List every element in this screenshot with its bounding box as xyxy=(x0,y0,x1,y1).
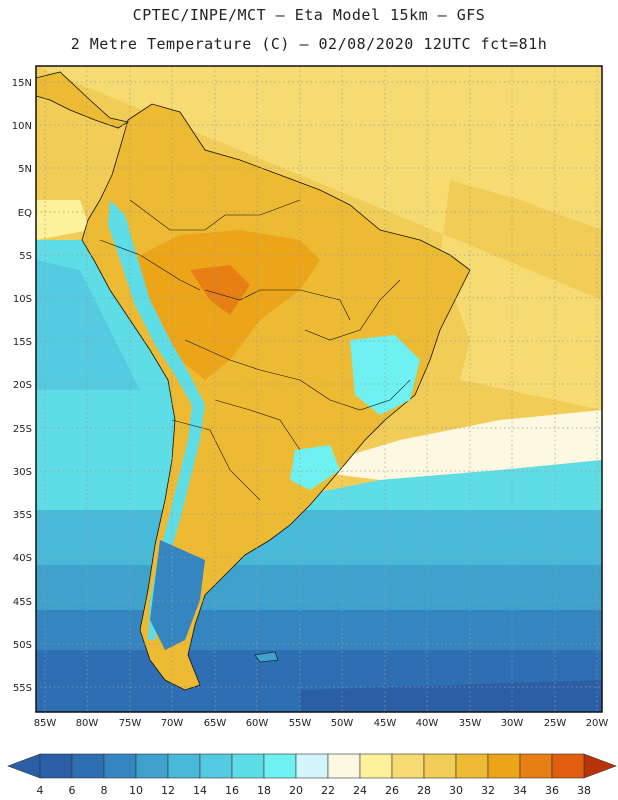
lon-label: 55W xyxy=(289,718,312,729)
lon-label: 45W xyxy=(374,718,397,729)
patagonia-cold xyxy=(150,540,205,650)
colorbar-swatch xyxy=(455,753,489,779)
lat-label: 10N xyxy=(12,121,32,132)
ocean-band-polar-coldest xyxy=(300,680,602,712)
lon-label: 30W xyxy=(501,718,524,729)
lat-label: 30S xyxy=(13,467,32,478)
colorbar-label: 36 xyxy=(545,784,559,797)
colorbar-swatch xyxy=(551,753,585,779)
lat-label: 15S xyxy=(13,337,32,348)
latitude-axis: 15N 10N 5N EQ 5S 10S 15S 20S 25S 30S 35S… xyxy=(12,78,32,694)
colorbar-label: 32 xyxy=(481,784,495,797)
colorbar-swatch xyxy=(135,753,169,779)
colorbar-swatch xyxy=(487,753,521,779)
lat-label: 45S xyxy=(13,597,32,608)
lon-label: 35W xyxy=(459,718,482,729)
chart-subtitle: 2 Metre Temperature (C) – 02/08/2020 12U… xyxy=(70,35,548,53)
lon-label: 75W xyxy=(119,718,142,729)
colorbar-labels: 4 6 8 10 12 14 16 18 20 22 24 26 28 30 3… xyxy=(37,784,592,797)
lon-label: 85W xyxy=(34,718,57,729)
colorbar-swatch xyxy=(199,753,233,779)
lat-label: 40S xyxy=(13,553,32,564)
colorbar-swatch xyxy=(263,753,297,779)
colorbar-label: 24 xyxy=(353,784,367,797)
colorbar-swatch xyxy=(39,753,73,779)
lat-label: 5S xyxy=(19,251,32,262)
colorbar-label: 20 xyxy=(289,784,303,797)
andes-cold-spine xyxy=(108,200,205,640)
colorbar-under-arrow xyxy=(7,753,41,779)
country-borders xyxy=(99,199,411,501)
colorbar-label: 34 xyxy=(513,784,527,797)
lat-label: 35S xyxy=(13,510,32,521)
colorbar xyxy=(7,753,617,779)
map-field xyxy=(36,66,602,712)
colorbar-label: 28 xyxy=(417,784,431,797)
ocean-band-warm-pacific xyxy=(36,200,90,240)
lat-label: 10S xyxy=(13,294,32,305)
colorbar-label: 14 xyxy=(193,784,207,797)
colorbar-swatch xyxy=(231,753,265,779)
longitude-axis: 85W 80W 75W 70W 65W 60W 55W 50W 45W 40W … xyxy=(34,718,609,729)
lon-label: 60W xyxy=(246,718,269,729)
lon-label: 25W xyxy=(544,718,567,729)
colorbar-swatch xyxy=(391,753,425,779)
lat-label: 25S xyxy=(13,424,32,435)
colorbar-swatch xyxy=(167,753,201,779)
colorbar-label: 30 xyxy=(449,784,463,797)
colorbar-swatch xyxy=(295,753,329,779)
lat-label: 5N xyxy=(18,164,32,175)
colorbar-label: 8 xyxy=(101,784,108,797)
lat-label: 15N xyxy=(12,78,32,89)
falklands xyxy=(254,651,279,663)
lat-label: 20S xyxy=(13,380,32,391)
lat-label: 50S xyxy=(13,640,32,651)
colorbar-swatch xyxy=(423,753,457,779)
colorbar-swatch xyxy=(519,753,553,779)
colorbar-label: 4 xyxy=(37,784,44,797)
lon-label: 65W xyxy=(204,718,227,729)
ocean-band-warm xyxy=(36,66,602,410)
colorbar-label: 16 xyxy=(225,784,239,797)
colorbar-swatch xyxy=(71,753,105,779)
ocean-band-pacific-mid xyxy=(36,260,140,390)
colorbar-swatch xyxy=(327,753,361,779)
colorbar-label: 38 xyxy=(577,784,591,797)
ocean-band-atlantic-mild xyxy=(300,410,602,480)
colorbar-label: 6 xyxy=(69,784,76,797)
lon-label: 80W xyxy=(76,718,99,729)
lon-label: 50W xyxy=(331,718,354,729)
lat-label: EQ xyxy=(18,208,32,219)
hottest-region xyxy=(190,265,250,315)
brazil-highlands-cool xyxy=(350,335,420,415)
map-frame xyxy=(35,65,603,713)
southern-brazil-cool xyxy=(290,445,340,490)
colorbar-label: 22 xyxy=(321,784,335,797)
lon-label: 70W xyxy=(161,718,184,729)
colorbar-over-arrow xyxy=(583,753,617,779)
colorbar-swatch xyxy=(359,753,393,779)
colorbar-label: 26 xyxy=(385,784,399,797)
colorbar-swatch xyxy=(103,753,137,779)
colorbar-label: 12 xyxy=(161,784,175,797)
colorbar-label: 10 xyxy=(129,784,143,797)
colorbar-label: 18 xyxy=(257,784,271,797)
lon-label: 20W xyxy=(586,718,609,729)
lat-label: 55S xyxy=(13,683,32,694)
lon-label: 40W xyxy=(416,718,439,729)
chart-title: CPTEC/INPE/MCT – Eta Model 15km – GFS xyxy=(132,6,486,24)
